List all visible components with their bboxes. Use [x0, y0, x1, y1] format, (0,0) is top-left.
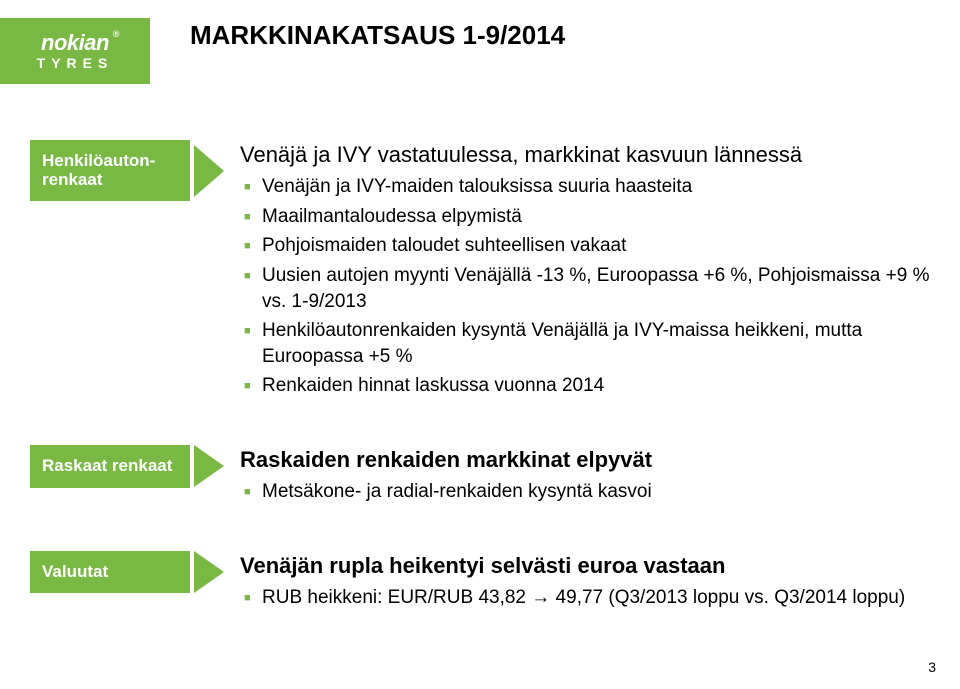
content-area: Henkilöauton- renkaat Venäjä ja IVY vast…: [30, 140, 930, 614]
bullet-item: Pohjoismaiden taloudet suhteellisen vaka…: [244, 233, 930, 259]
bullet-list: RUB heikkeni: EUR/RUB 43,82 → 49,77 (Q3/…: [244, 585, 930, 611]
section-lead: Venäjän rupla heikentyi selvästi euroa v…: [240, 553, 930, 579]
bullet-item: Henkilöautonrenkaiden kysyntä Venäjällä …: [244, 318, 930, 369]
bullet-item: Maailmantaloudessa elpymistä: [244, 204, 930, 230]
section-passenger-tyres: Henkilöauton- renkaat Venäjä ja IVY vast…: [30, 140, 930, 403]
page-number: 3: [928, 659, 936, 675]
section-heavy-tyres: Raskaat renkaat Raskaiden renkaiden mark…: [30, 445, 930, 509]
section-lead: Venäjä ja IVY vastatuulessa, markkinat k…: [240, 142, 930, 168]
bullet-list: Venäjän ja IVY-maiden talouksissa suuria…: [244, 174, 930, 399]
page-title: MARKKINAKATSAUS 1-9/2014: [190, 20, 565, 51]
brand-logo: nokian® TYRES: [0, 18, 150, 84]
section-lead: Raskaiden renkaiden markkinat elpyvät: [240, 447, 930, 473]
arrow-icon: [194, 551, 224, 593]
bullet-list: Metsäkone- ja radial-renkaiden kysyntä k…: [244, 479, 930, 505]
tag-heavy-tyres: Raskaat renkaat: [30, 445, 190, 488]
bullet-item: Renkaiden hinnat laskussa vuonna 2014: [244, 373, 930, 399]
tag-passenger-tyres: Henkilöauton- renkaat: [30, 140, 190, 201]
bullet-item: RUB heikkeni: EUR/RUB 43,82 → 49,77 (Q3/…: [244, 585, 930, 611]
logo-tyres-text: TYRES: [37, 56, 114, 70]
bullet-item: Uusien autojen myynti Venäjällä -13 %, E…: [244, 263, 930, 314]
arrow-icon: [194, 145, 224, 197]
arrow-icon: [194, 445, 224, 487]
tag-currencies: Valuutat: [30, 551, 190, 594]
logo-brand-text: nokian®: [41, 32, 109, 54]
section-currencies: Valuutat Venäjän rupla heikentyi selväst…: [30, 551, 930, 615]
bullet-item: Metsäkone- ja radial-renkaiden kysyntä k…: [244, 479, 930, 505]
bullet-item: Venäjän ja IVY-maiden talouksissa suuria…: [244, 174, 930, 200]
